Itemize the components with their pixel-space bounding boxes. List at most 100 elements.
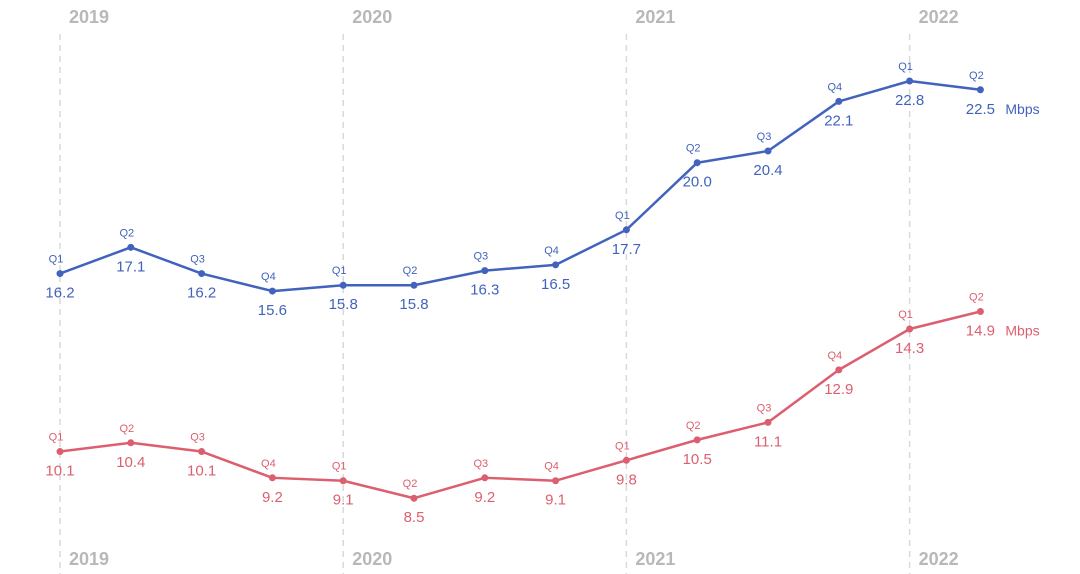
data-point	[56, 448, 64, 456]
value-label: 16.3	[470, 282, 499, 299]
unit-label: Mbps	[1005, 101, 1039, 117]
unit-label: Mbps	[1005, 323, 1039, 339]
value-label: 17.1	[116, 258, 145, 275]
quarter-label: Q1	[49, 254, 64, 266]
data-point	[764, 147, 772, 155]
value-label: 15.8	[399, 296, 428, 313]
data-point	[906, 325, 914, 333]
data-point	[693, 436, 701, 444]
data-point	[268, 474, 276, 482]
quarter-label: Q3	[190, 432, 205, 444]
quarter-label: Q3	[757, 402, 772, 414]
value-label: 15.6	[258, 302, 287, 319]
value-label: 22.1	[824, 112, 853, 129]
quarter-label: Q2	[686, 143, 701, 155]
quarter-label: Q2	[403, 265, 418, 277]
value-label: 9.1	[545, 492, 566, 509]
series-line	[59, 310, 981, 500]
quarter-label: Q3	[190, 254, 205, 266]
series-group: Q1 16.2 Q2 17.1 Q3 16.2 Q4 15.6 Q1 15.8 Q2 15.8 Q3 16…	[45, 61, 1039, 526]
year-labels: 2019 2019 2020 2020 2021 2021 2022 2022	[69, 7, 959, 569]
data-point	[127, 243, 135, 251]
data-point	[906, 77, 914, 85]
data-point	[976, 308, 984, 316]
data-point	[622, 226, 630, 234]
quarter-label: Q1	[49, 432, 64, 444]
data-point	[410, 494, 418, 502]
value-label: 10.4	[116, 454, 145, 471]
quarter-label: Q4	[261, 271, 276, 283]
value-label: 9.2	[262, 489, 283, 506]
data-point	[552, 477, 560, 485]
data-point	[835, 366, 843, 374]
quarter-label: Q4	[261, 458, 276, 470]
quarter-label: Q4	[827, 81, 842, 93]
value-label: 12.9	[824, 381, 853, 398]
quarter-label: Q1	[898, 61, 913, 73]
value-label: 9.1	[333, 492, 354, 509]
quarter-label: Q2	[686, 420, 701, 432]
value-label: 9.2	[474, 489, 495, 506]
value-label: 8.5	[404, 509, 425, 526]
value-label: 16.2	[45, 285, 74, 302]
value-label: 16.5	[541, 276, 570, 293]
quarter-label: Q1	[332, 461, 347, 473]
data-point	[339, 281, 347, 289]
data-point	[410, 281, 418, 289]
quarter-label: Q4	[544, 245, 559, 257]
year-label-top: 2021	[635, 7, 675, 27]
quarter-label: Q1	[332, 265, 347, 277]
year-label-top: 2022	[919, 7, 959, 27]
quarter-label: Q2	[969, 70, 984, 82]
quarter-label: Q1	[615, 440, 630, 452]
quarter-label: Q1	[615, 210, 630, 222]
value-label: 22.5	[966, 101, 995, 118]
quarter-label: Q2	[403, 478, 418, 490]
data-point	[976, 86, 984, 94]
year-label-bottom: 2021	[635, 549, 675, 569]
data-point	[693, 159, 701, 167]
data-point	[339, 477, 347, 485]
value-label: 20.4	[753, 162, 782, 179]
data-point	[481, 267, 489, 275]
data-point	[552, 261, 560, 269]
year-label-top: 2020	[352, 7, 392, 27]
series-line	[59, 79, 981, 293]
data-point	[481, 474, 489, 482]
value-label: 10.1	[187, 463, 216, 480]
series-0: Q1 16.2 Q2 17.1 Q3 16.2 Q4 15.6 Q1 15.8 Q2 15.8 Q3 16…	[45, 61, 1039, 319]
year-label-top: 2019	[69, 7, 109, 27]
quarter-label: Q4	[544, 461, 559, 473]
value-label: 17.7	[612, 241, 641, 258]
value-label: 14.3	[895, 340, 924, 357]
quarter-label: Q1	[898, 309, 913, 321]
data-point	[764, 418, 772, 426]
quarter-label: Q3	[473, 251, 488, 263]
data-point	[198, 270, 206, 278]
value-label: 11.1	[754, 433, 782, 450]
data-point	[56, 270, 64, 278]
year-label-bottom: 2020	[352, 549, 392, 569]
value-label: 22.8	[895, 92, 924, 109]
value-label: 20.0	[683, 174, 712, 191]
quarter-label: Q3	[473, 458, 488, 470]
quarter-label: Q2	[969, 292, 984, 304]
quarter-label: Q2	[119, 423, 134, 435]
data-point	[835, 97, 843, 105]
data-point	[622, 456, 630, 464]
value-label: 14.9	[966, 323, 995, 340]
value-label: 10.1	[45, 463, 74, 480]
series-1: Q1 10.1 Q2 10.4 Q3 10.1 Q4 9.2 Q1 9.1 Q2 8.5 Q3 9.2 Q4…	[45, 292, 1039, 527]
value-label: 10.5	[683, 451, 712, 468]
year-label-bottom: 2019	[69, 549, 109, 569]
year-gridlines	[59, 34, 911, 574]
quarter-label: Q2	[119, 227, 134, 239]
data-point	[268, 287, 276, 295]
quarter-label: Q3	[757, 131, 772, 143]
year-label-bottom: 2022	[919, 549, 959, 569]
value-label: 15.8	[329, 296, 358, 313]
data-point	[198, 448, 206, 456]
data-point	[127, 439, 135, 447]
value-label: 9.8	[616, 471, 637, 488]
